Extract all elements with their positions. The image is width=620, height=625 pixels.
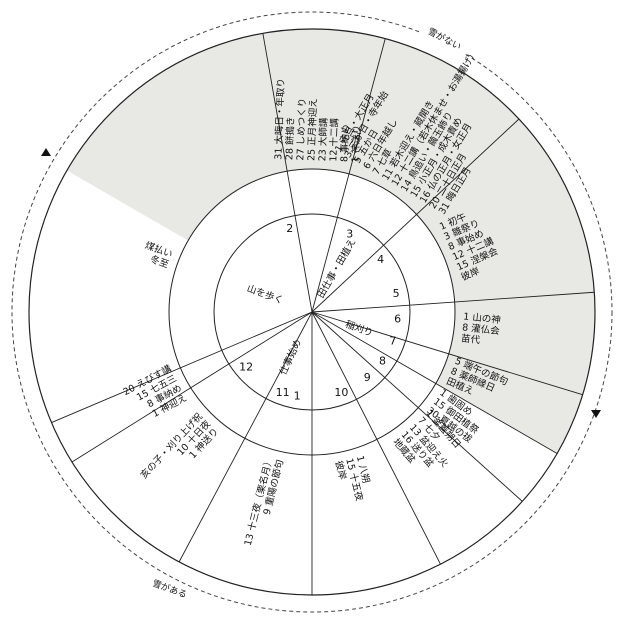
sector-divider-line bbox=[178, 311, 313, 563]
inner-arc-a1: 仕事始め bbox=[277, 337, 304, 377]
sector-divider-line bbox=[311, 291, 595, 313]
sector-divider-line bbox=[262, 33, 313, 313]
sector-event-text: 28 餅搗き bbox=[283, 116, 297, 160]
sector-event-text: 27 しめつくり bbox=[295, 98, 308, 161]
snow-label-none: 雪がない bbox=[420, 19, 470, 57]
outer-dashed-ring bbox=[11, 11, 613, 613]
month-number: 8 bbox=[379, 354, 386, 367]
inner-ring bbox=[213, 213, 411, 411]
month-number: 1 bbox=[294, 390, 301, 403]
sector-event-text: 苗代 bbox=[460, 333, 481, 346]
sector-divider-line bbox=[311, 311, 558, 454]
sector-event-text: 8 灌仏会 bbox=[462, 321, 501, 337]
month-number: 10 bbox=[334, 386, 348, 399]
month-number: 4 bbox=[377, 253, 384, 266]
sector-divider-line bbox=[311, 38, 386, 313]
month-number: 7 bbox=[389, 334, 396, 347]
month-number: 2 bbox=[286, 222, 293, 235]
sector-event-text: 25 正月神迎え bbox=[305, 98, 319, 161]
sector-event-text: 23 大師講 bbox=[316, 117, 330, 162]
shaded-season-region bbox=[66, 29, 596, 454]
sector-event-text: 彼岸 bbox=[333, 460, 349, 482]
sector-event-text: 31 大晦日・年取り bbox=[272, 78, 287, 160]
month-number: 9 bbox=[364, 371, 371, 384]
sector-event-text: 1 山の神 bbox=[463, 310, 502, 326]
rings bbox=[11, 11, 613, 613]
middle-ring bbox=[168, 168, 456, 456]
sector-event-text: 8 事納め bbox=[338, 124, 351, 162]
month-number: 12 bbox=[239, 360, 253, 373]
sector-event-text: 12 十二講 bbox=[327, 117, 341, 162]
month-number: 11 bbox=[276, 386, 290, 399]
snow-label-present: 雪がある bbox=[144, 572, 196, 604]
sector-divider-line bbox=[51, 311, 313, 423]
inner-arc-a4: 稲刈り bbox=[344, 318, 375, 339]
month-number: 6 bbox=[394, 312, 401, 325]
arrow-icon-left bbox=[41, 148, 51, 156]
sector-divider-line bbox=[71, 311, 313, 463]
month-sectors bbox=[51, 29, 596, 595]
outer-ring bbox=[28, 28, 596, 596]
sector-divider-line bbox=[311, 118, 520, 313]
sector-event-text: 1 神送り bbox=[349, 125, 362, 163]
month-number: 5 bbox=[393, 287, 400, 300]
sector-divider-line bbox=[311, 311, 523, 502]
inner-arc-a2: 山を歩く bbox=[245, 282, 285, 306]
inner-arc-a3: 田仕事・田植え bbox=[315, 237, 359, 301]
arrow-icon-right bbox=[591, 410, 601, 418]
sector-divider-line bbox=[311, 311, 583, 396]
month-number: 3 bbox=[346, 228, 353, 241]
sector-divider-line bbox=[311, 311, 441, 565]
